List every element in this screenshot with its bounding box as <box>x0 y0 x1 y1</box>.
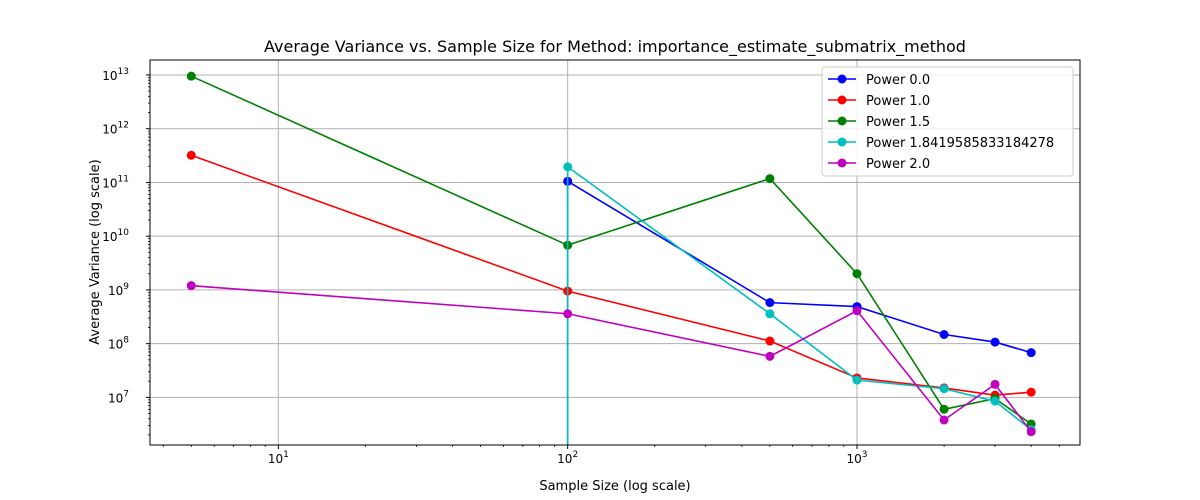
y-tick-label-exponent: 10 <box>118 228 130 238</box>
data-point <box>765 351 775 361</box>
y-tick-label-exponent: 9 <box>123 282 129 292</box>
y-tick-label-exponent: 11 <box>118 174 129 184</box>
data-point <box>990 379 1000 389</box>
x-tick-label-exponent: 1 <box>283 450 289 460</box>
legend-marker <box>837 158 847 168</box>
legend-marker <box>837 137 847 147</box>
data-point <box>852 375 862 385</box>
x-tick-label-exponent: 3 <box>862 450 868 460</box>
data-point <box>990 337 1000 347</box>
legend-marker <box>837 95 847 105</box>
legend-entry: Power 1.8419585833184278 <box>828 136 1054 151</box>
data-point <box>765 309 775 319</box>
y-tick-label-exponent: 13 <box>118 67 129 77</box>
data-point <box>765 174 775 184</box>
y-axis-label: Average Variance (log scale) <box>88 159 103 344</box>
y-tick-label-exponent: 7 <box>123 389 129 399</box>
y-tick-label-exponent: 12 <box>118 121 129 131</box>
x-tick-label-exponent: 2 <box>572 450 578 460</box>
data-point <box>765 336 775 346</box>
legend-entry: Power 1.5 <box>828 115 930 130</box>
data-point <box>563 162 573 172</box>
data-point <box>186 150 196 160</box>
legend-entry: Power 0.0 <box>828 73 930 88</box>
x-axis-label: Sample Size (log scale) <box>539 479 690 494</box>
data-point <box>186 71 196 81</box>
series-4 <box>186 281 1036 437</box>
legend-label: Power 2.0 <box>866 157 930 172</box>
legend-entry: Power 1.0 <box>828 94 930 109</box>
chart-title: Average Variance vs. Sample Size for Met… <box>264 37 966 57</box>
data-point <box>939 330 949 340</box>
data-point <box>1026 427 1036 437</box>
y-tick-label-exponent: 8 <box>123 336 129 346</box>
data-point <box>852 306 862 316</box>
data-point <box>563 309 573 319</box>
series-layer <box>186 71 1036 445</box>
legend-marker <box>837 116 847 126</box>
data-point <box>939 404 949 414</box>
data-point <box>1026 387 1036 397</box>
legend-marker <box>837 74 847 84</box>
legend-entry: Power 2.0 <box>828 157 930 172</box>
legend: Power 0.0 Power 1.0 Power 1.5 Power 1.84195… <box>821 66 1074 177</box>
legend-box <box>821 66 1074 177</box>
data-point <box>990 396 1000 406</box>
legend-label: Power 0.0 <box>866 73 930 88</box>
data-point <box>939 415 949 425</box>
legend-label: Power 1.8419585833184278 <box>866 136 1054 151</box>
data-point <box>939 384 949 394</box>
data-point <box>1026 348 1036 358</box>
data-point <box>765 298 775 308</box>
legend-label: Power 1.0 <box>866 94 930 109</box>
data-point <box>186 281 196 291</box>
data-point <box>852 269 862 279</box>
legend-label: Power 1.5 <box>866 115 930 130</box>
